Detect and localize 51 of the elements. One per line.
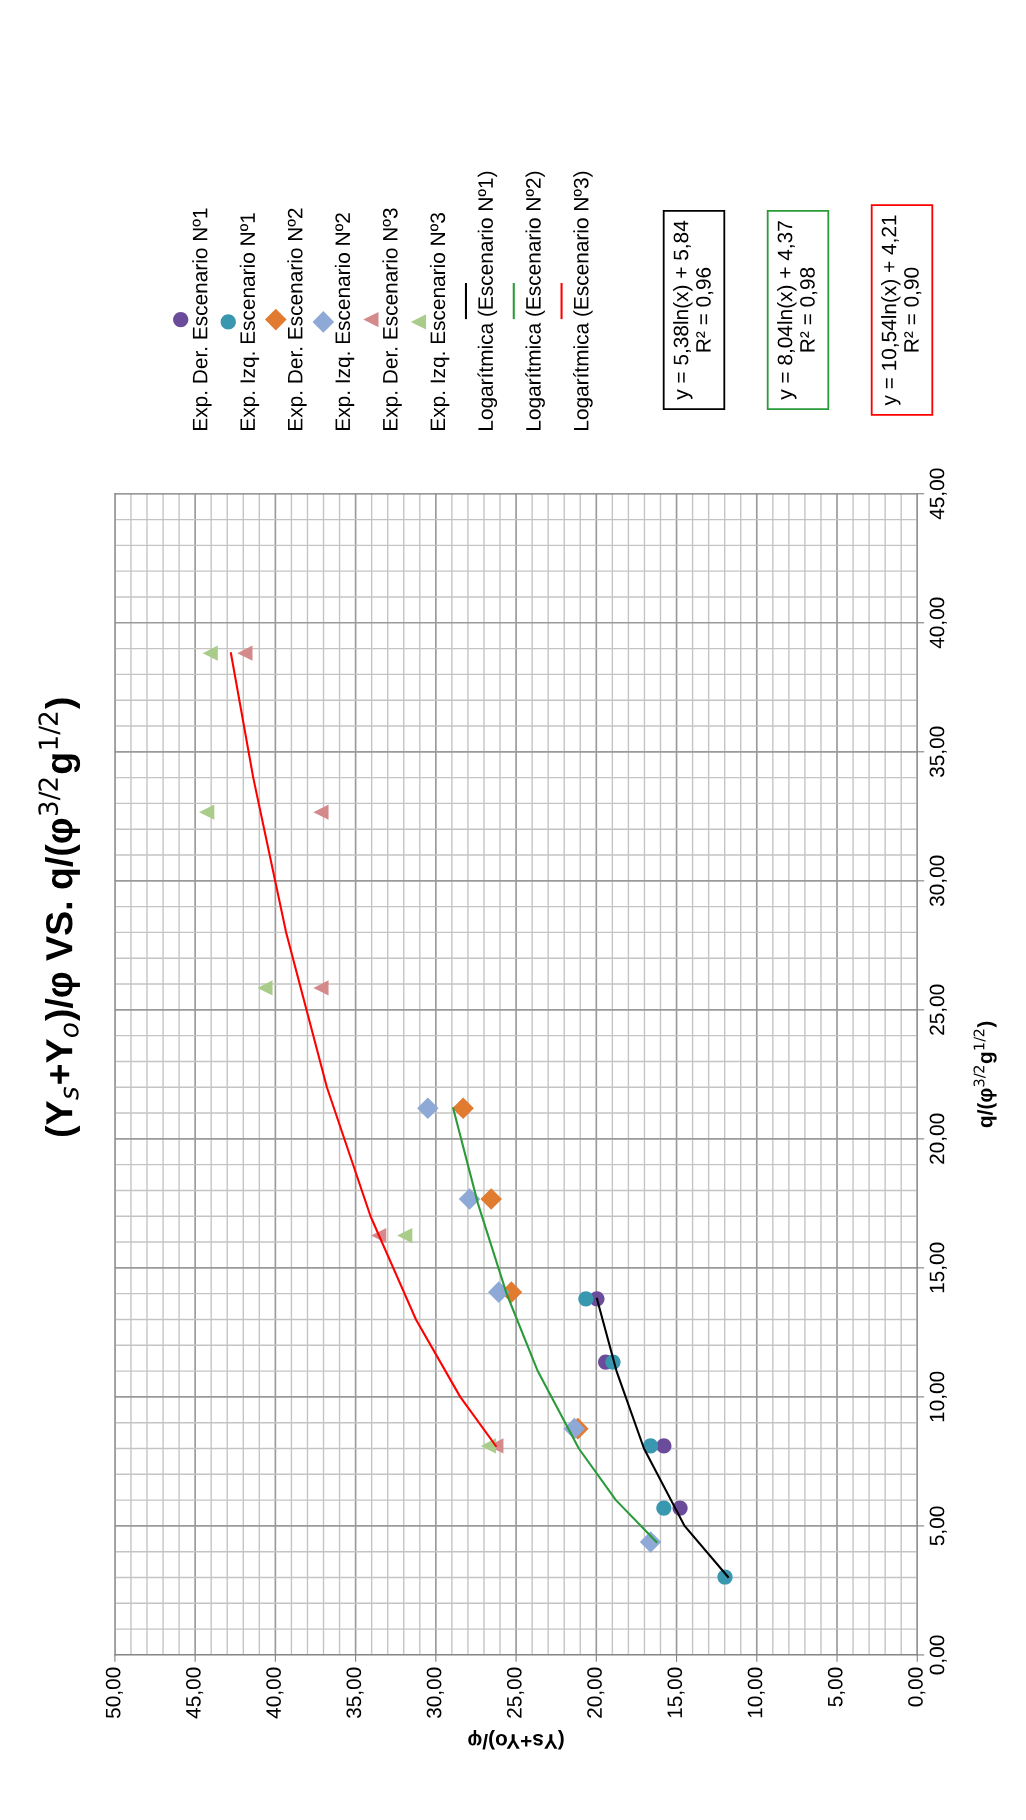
x-tick-label: 50,00 [105,1667,123,1719]
point [237,645,253,661]
text: y = 8,04ln(x) + 4,37 R² = 0,98 [777,221,818,400]
y-tick-label: 5,00 [929,1506,947,1546]
x-tick-label: 25,00 [506,1667,525,1718]
point [313,980,329,996]
x-tick-label: 45,00 [185,1667,204,1719]
legend-label: Exp. Izq. Escenario Nº3 [429,213,450,430]
legend-label: Exp. Der. Escenario Nº2 [287,208,307,430]
point [578,1291,594,1307]
legend-label: Exp. Der. Escenario Nº3 [382,208,402,430]
y-axis-title: q/(φ$^{3/2}$g$^{1/2}$) [973,1021,997,1128]
legend-label: Logarítmica (Escenario Nº1) [477,171,498,430]
y-tick-label: 20,00 [929,1113,947,1164]
x-tick-label: 20,00 [587,1667,605,1718]
x-tick-label: 5,00 [827,1667,846,1707]
legend-label: Exp. Izq. Escenario Nº2 [334,213,355,430]
y-tick-label: 40,00 [929,597,947,649]
y-tick-label: 30,00 [929,855,947,907]
text: y = 10,54ln(x) + 4,21 R² = 0,90 [881,215,922,406]
point [656,1500,672,1516]
x-tick-label: 15,00 [667,1667,685,1718]
point [452,1097,474,1119]
point [199,804,215,820]
y-tick-label: 45,00 [929,468,947,520]
text: y = 5,38ln(x) + 5,84 R² = 0,96 [673,220,714,400]
y-tick-label: 25,00 [929,984,947,1035]
y-tick-label: 10,00 [929,1371,947,1422]
point [642,1438,659,1454]
legend-label: Exp. Izq. Escenario Nº1 [239,213,260,430]
point [202,645,218,661]
x-axis-title: (Ys+Yo)/φ [468,1729,564,1750]
chart-title: (Y$_{s}$+Y$_{o}$)/φ VS. q/(φ$^{3/2}$g$^{1/2}$) [38,698,81,1137]
point [257,980,273,996]
point [417,1097,439,1119]
x-tick-label: 10,00 [747,1667,765,1718]
legend-label: Exp. Der. Escenario Nº1 [192,208,212,430]
point [656,1438,672,1454]
x-tick-label: 35,00 [346,1667,364,1719]
point [458,1188,481,1210]
x-tick-label: 40,00 [266,1667,284,1719]
y-tick-label: 15,00 [929,1242,947,1293]
point [313,804,329,820]
point [487,1281,510,1303]
y-tick-label: 0,00 [929,1635,947,1675]
point [397,1228,413,1244]
y-tick-label: 35,00 [929,726,947,778]
point [480,1188,502,1210]
x-tick-label: 30,00 [426,1667,444,1719]
legend-label: Logarítmica (Escenario Nº2) [525,171,545,430]
legend-label: Logarítmica (Escenario Nº3) [573,171,593,430]
